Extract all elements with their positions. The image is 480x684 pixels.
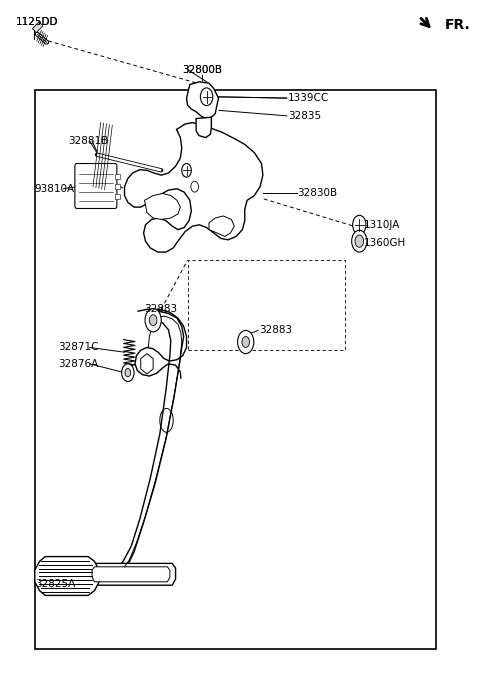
Text: 32876A: 32876A [59,359,99,369]
Text: 32800B: 32800B [182,64,222,75]
Circle shape [121,364,134,382]
Text: 1310JA: 1310JA [364,220,400,230]
Polygon shape [187,82,218,118]
Polygon shape [144,194,180,220]
Circle shape [200,88,213,105]
Text: 32883: 32883 [144,304,178,315]
Bar [115,174,120,179]
Text: 32871C: 32871C [59,343,99,352]
Text: 1360GH: 1360GH [364,238,407,248]
Circle shape [125,369,131,377]
Text: 32825A: 32825A [35,579,75,589]
FancyBboxPatch shape [75,163,117,209]
Circle shape [145,308,161,332]
Text: 32830B: 32830B [297,189,337,198]
Polygon shape [141,354,153,374]
Text: 32800B: 32800B [182,64,222,75]
Polygon shape [115,311,184,579]
Polygon shape [124,122,263,252]
Circle shape [355,235,364,248]
Text: 32881B: 32881B [68,136,108,146]
Text: 93810A: 93810A [35,184,75,194]
Bar [115,194,120,199]
Text: FR.: FR. [445,18,471,32]
Circle shape [242,337,250,347]
Circle shape [149,315,157,326]
Polygon shape [209,216,234,237]
Text: 1125DD: 1125DD [16,17,58,27]
Text: 32835: 32835 [288,111,321,121]
Circle shape [238,330,254,354]
Text: 1339CC: 1339CC [288,93,329,103]
Bar [35,90,436,648]
Polygon shape [33,22,43,33]
Circle shape [353,215,366,235]
Polygon shape [83,564,176,586]
Text: 1125DD: 1125DD [16,17,58,27]
Circle shape [182,163,192,177]
Circle shape [352,231,367,252]
Polygon shape [92,567,170,582]
Bar [115,184,120,189]
Polygon shape [196,117,211,137]
Text: 32883: 32883 [259,326,292,335]
Polygon shape [35,557,99,595]
Circle shape [191,181,199,192]
